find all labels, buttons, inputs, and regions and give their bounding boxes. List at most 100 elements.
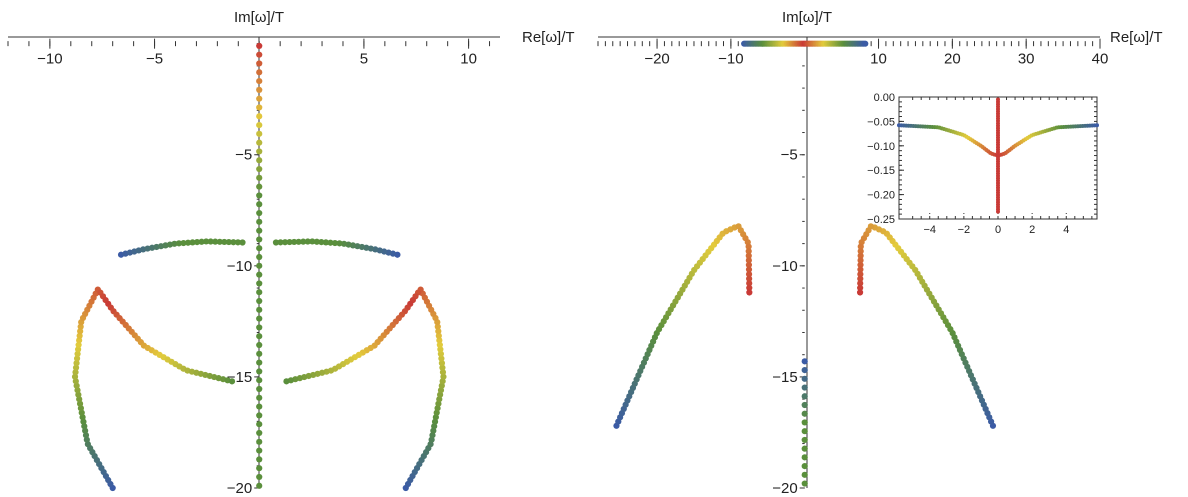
right-y-tick-label: −5 [781,147,798,164]
left-data-point [437,346,444,353]
left-data-point [256,253,263,261]
left-data-point [439,364,446,371]
left-y-tick-label: −5 [235,147,252,164]
right-data-point [857,271,864,278]
left-data-point [72,364,80,371]
inset-points [897,97,1099,214]
inset-x-tick-label: −4 [923,224,936,236]
left-data-point [256,121,263,129]
inset-y-tick-label: −0.10 [867,141,895,153]
left-data-point [256,385,263,393]
right-data-point [745,243,752,250]
left-data-point [256,139,263,146]
left-data-point [256,350,263,357]
right-data-point [801,419,808,426]
left-data-point [234,239,242,246]
inset-y-tick-label: −0.20 [867,190,895,202]
inset-y-tick-label: −0.15 [867,165,895,177]
right-data-point [801,393,808,400]
left-data-point [256,86,263,93]
left-data-point [207,238,214,245]
left-data-point [256,201,263,208]
left-data-point [277,239,284,246]
left-data-point [436,337,443,344]
left-data-point [221,238,228,246]
left-data-point [256,465,263,472]
left-data-point [313,238,320,245]
left-data-point [74,350,81,358]
right-data-point [801,375,808,382]
left-data-point [291,238,298,246]
right-data-point [857,243,864,250]
right-panel: −20 −10 10 20 30 40−5−10−15−20 Im[ω]/T Re[ω]/… [597,9,1163,497]
left-data-point [256,42,263,49]
left-data-point [225,238,232,246]
right-data-point [801,401,808,409]
inset-ticks: −4 −2 0 2 4 0.00 −0.05 −0.10 −0.15 −0.20 −0.25 [867,92,1097,236]
left-data-point [256,165,263,173]
right-data-point [746,289,753,296]
left-data-point [77,328,84,335]
left-data-point [256,482,263,489]
right-data-point [801,436,808,444]
left-data-point [256,473,263,481]
left-data-point [283,378,290,385]
left-x-axis-label: Re[ω]/T [522,29,575,46]
left-data-point [331,239,339,247]
left-data-point [256,157,263,164]
inset-y-tick-label: 0.00 [874,92,895,104]
left-data-point [436,341,443,348]
right-y-tick-label: −10 [772,258,797,275]
left-data-point [435,332,442,339]
left-data-point [256,95,263,102]
left-data-point [309,238,316,245]
inset-y-tick-label: −0.05 [867,116,895,128]
right-y-tick-label: −15 [772,369,797,386]
left-y-tick-label: −10 [227,258,252,275]
right-data-point [745,261,753,269]
left-data-point [322,239,330,246]
left-data-point [256,227,263,234]
left-data-point [272,239,280,246]
right-data-point [801,428,808,435]
left-data-point [76,332,83,339]
right-data-point [801,454,808,461]
left-x-tick-label: 5 [360,51,368,68]
left-data-point [281,239,289,246]
left-data-point [256,333,263,340]
left-data-point [239,239,246,246]
right-x-axis-label: Re[ω]/T [1110,29,1163,46]
right-x-tick-label: 10 [870,51,887,68]
right-data-point [746,280,753,287]
left-data-point [256,209,263,217]
left-data-point [340,240,348,247]
left-data-point [256,262,263,269]
left-panel: −10 −5 5 10−5−10−15−20 Im[ω]/T Re[ω]/T [7,9,575,497]
right-data-point [745,248,752,255]
left-data-point [256,429,263,437]
left-data-point [256,412,263,419]
left-data-point [438,359,446,367]
left-data-point [256,51,263,58]
left-data-point [256,245,263,252]
right-data-point [745,271,753,278]
left-data-point [256,130,263,137]
left-data-point [256,403,263,410]
right-data-point [801,463,808,470]
inset-y-tick-label: −0.25 [867,214,895,226]
right-data-point [857,275,864,282]
left-data-point [73,355,81,362]
right-points [613,40,997,487]
right-y-axis-label: Im[ω]/T [782,9,832,26]
right-data-point [801,384,808,391]
right-data-point [745,266,753,273]
left-data-point [438,355,445,362]
inset-x-tick-label: 2 [1029,224,1035,236]
left-data-point [435,328,442,335]
left-data-point [256,289,263,296]
right-x-tick-label: 30 [1018,51,1035,68]
left-data-point [304,238,311,245]
right-x-tick-label: 20 [944,51,961,68]
left-data-point [295,238,302,245]
